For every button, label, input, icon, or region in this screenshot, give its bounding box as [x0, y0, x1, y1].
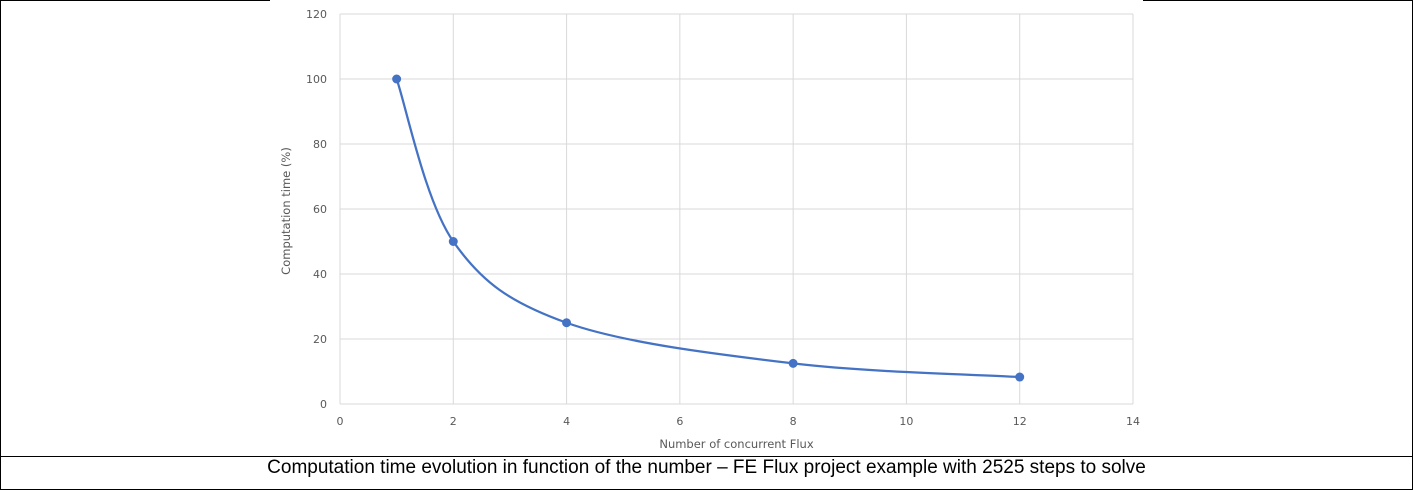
axes: 0 2 4 6 8 10 12 14 0 20 40 60 80 100 120 — [306, 8, 1140, 428]
data-point — [392, 74, 402, 84]
data-point — [562, 318, 572, 328]
data-point — [1015, 372, 1025, 382]
table-top-border-left — [0, 0, 270, 1]
y-tick-label: 60 — [313, 203, 327, 216]
y-tick-label: 100 — [306, 73, 327, 86]
y-tick-label: 20 — [313, 333, 327, 346]
x-tick-label: 10 — [899, 415, 913, 428]
figure-caption: Computation time evolution in function o… — [267, 457, 1146, 478]
x-tick-label: 0 — [337, 415, 344, 428]
series — [392, 74, 1025, 382]
x-tick-label: 6 — [676, 415, 683, 428]
x-tick-label: 2 — [450, 415, 457, 428]
data-point — [788, 358, 798, 368]
data-point — [448, 237, 458, 246]
y-tick-label: 0 — [320, 398, 327, 411]
x-tick-label: 4 — [563, 415, 570, 428]
y-tick-label: 40 — [313, 268, 327, 281]
x-tick-label: 8 — [790, 415, 797, 428]
x-tick-label: 12 — [1013, 415, 1027, 428]
series-line — [395, 78, 1020, 379]
y-axis-title: Computation time (%) — [279, 147, 293, 275]
line-chart: 0 2 4 6 8 10 12 14 0 20 40 60 80 100 120 Number of con… — [279, 8, 1140, 451]
table-row-divider — [0, 456, 1413, 457]
table-left-border — [0, 0, 1, 490]
x-axis-title: Number of concurrent Flux — [659, 437, 813, 451]
y-tick-label: 80 — [313, 138, 327, 151]
gridlines — [339, 13, 1134, 405]
table-top-border-right — [1143, 0, 1413, 1]
y-tick-label: 120 — [306, 8, 327, 21]
x-tick-label: 14 — [1126, 415, 1140, 428]
